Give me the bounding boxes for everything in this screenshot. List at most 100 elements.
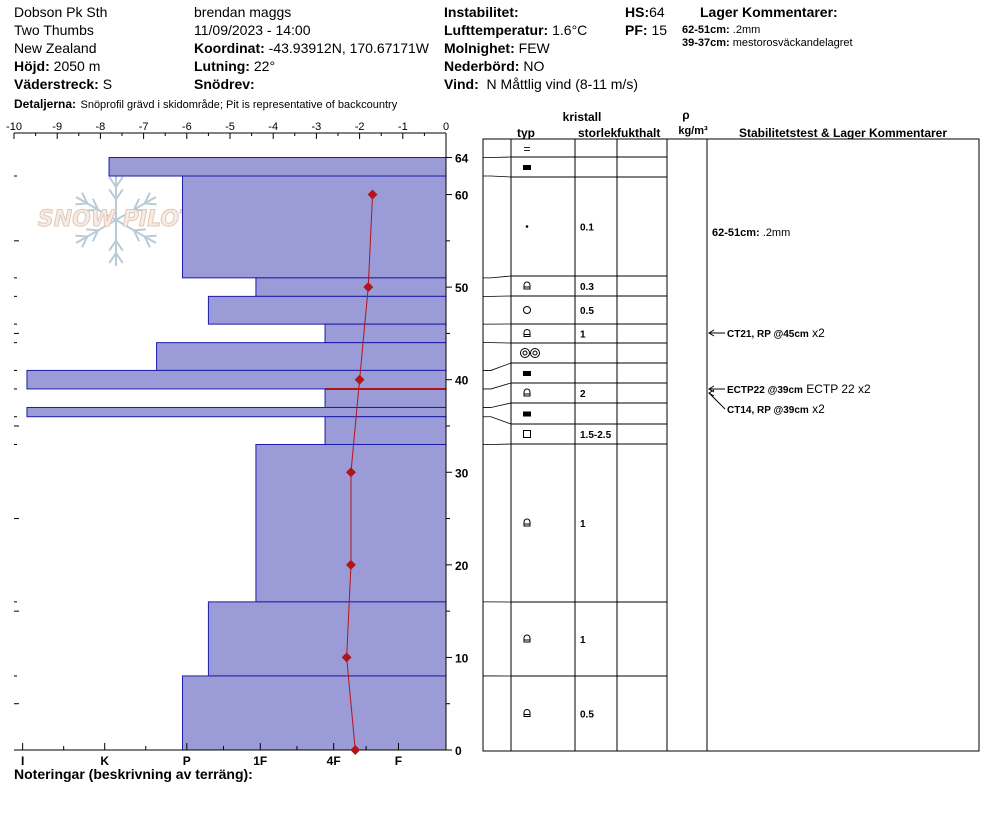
layer-connector [483,156,512,158]
header-typ: typ [517,126,535,140]
stab-comment-label: 62-51cm: [712,227,760,239]
snowflake-arm [115,219,157,244]
cloud-value: FEW [518,40,550,56]
crystal-size-8: 2 [580,389,586,400]
crystal-symbol-3 [523,281,531,290]
snowflake-branch [108,188,117,200]
notes-label: Noteringar (beskrivning av terräng): [14,766,253,782]
height-tick-label: 20 [455,559,469,573]
crystal-symbol-1 [523,165,531,170]
pf-label: PF: [625,22,648,38]
height-tick-label: 64 [455,152,469,166]
crystal-symbol-11 [523,518,531,527]
header-kristall: kristall [563,110,602,124]
temp-tick-label: -7 [139,121,149,133]
snowflake-branch [81,236,89,248]
layer-comment-2-depth: 39-37cm: [682,37,730,49]
temp-tick-label: -5 [225,121,235,133]
temp-tick-label: -3 [312,121,322,133]
hardness-bar-2 [255,277,447,297]
crystal-symbol-2 [525,225,529,228]
temperature-point [346,559,356,570]
hs-value: 64 [649,4,665,20]
hardness-tick-label: F [395,754,402,768]
pf-row: PF: 15 [625,23,667,37]
pf-value: 15 [651,22,668,38]
crystal-size-5: 1 [580,330,586,341]
snowflake-branch [144,202,157,206]
details-label: Detaljerna: [14,97,77,111]
hardness-bar-12 [181,675,447,751]
temp-tick-label: -10 [6,121,22,133]
snowflake-branch [115,252,124,264]
air-temp-row: Lufttemperatur: 1.6°C [444,23,587,37]
snowflake-arm [115,196,157,221]
instability-label: Instabilitet: [444,4,519,20]
snowflake-branch [108,240,117,252]
precip-label: Nederbörd: [444,58,520,74]
hardness-bars [26,157,447,751]
instability-row: Instabilitet: [444,5,519,19]
hardness-bar-1 [181,175,447,279]
slope-label: Lutning: [194,58,250,74]
details-row: Detaljerna: Snöprofil grävd i skidområde… [14,96,397,112]
drift-row: Snödrev: [194,77,255,91]
crystal-size-3: 0.3 [580,282,594,293]
layer-comment-1-text: .2mm [732,24,761,36]
crystal-size-13: 0.5 [580,710,594,721]
air-temp-label: Lufttemperatur: [444,22,549,38]
hardness-tick-label: 1F [253,754,267,768]
stability-arrow-head [708,389,715,397]
table-frame [482,138,980,752]
height-tick-label: 60 [455,189,469,203]
hardness-bar-7 [324,388,447,408]
hardness-tick-label: 4F [327,754,341,768]
slope-value: 22° [253,58,276,74]
snowflake-arm [75,196,117,221]
crystal-size-10: 1.5-2.5 [580,430,612,441]
header-rho: ρ [682,108,689,122]
snowflake-branch [115,188,124,200]
height-tick-label: 0 [455,744,462,758]
snowflake-branch [91,198,99,211]
wind-label: Vind: [444,76,479,92]
crystal-symbol-9 [523,411,531,417]
chart-axes: -10 -9 -8 -7 -6 -5 -4 -3 -2 -1 0I K P 1F 4F F0102030405… [6,121,469,768]
aspect-value: S [102,76,113,92]
layer-comment-2: 39-37cm: mestorosväckandelagret [682,38,853,49]
drift-label: Snödrev: [194,76,255,92]
cloud-row: Molnighet: FEW [444,41,550,55]
stability-test-label: ECTP22 @39cm [727,385,803,396]
details-value: Snöprofil grävd i skidområde; Pit is rep… [80,99,398,111]
snowflake-branch [133,228,146,232]
snowflake-arm [75,219,117,244]
hardness-bar-9 [324,416,447,445]
temperature-point [363,282,374,293]
layer-comments-title: Lager Kommentarer: [700,4,838,20]
snowflake-branch [75,234,88,238]
coordinate-row: Koordinat: -43.93912N, 170.67171W [194,41,429,55]
snowflake-branch [143,236,151,248]
stability-test-suffix: x2 [809,402,825,416]
crystal-symbol-second [530,348,540,358]
crystal-symbol-12 [523,634,531,643]
crystal-size-2: 0.1 [580,223,594,234]
layer-connector [483,175,512,178]
layer-comment-1: 62-51cm: .2mm [682,25,760,36]
stability-test-suffix: x2 [809,326,825,340]
slope-row: Lutning: 22° [194,59,275,73]
snowflake-branch [133,198,141,211]
crystal-symbol-0: = [523,142,530,156]
location-name: Dobson Pk Sth [14,4,108,20]
temperature-point [367,189,378,200]
logo-text: SNOW PILOT [38,207,196,232]
wind-value: N Måttlig vind (8-11 m/s) [486,76,638,92]
temp-tick-label: -4 [268,121,278,133]
stab-comment: 62-51cm: .2mm [712,227,790,239]
hardness-tick-label: I [21,754,24,768]
stability-arrow [708,392,726,410]
snowflake-branch [75,202,88,206]
layer-connector [483,275,512,279]
crystal-symbol-6 [520,348,530,358]
crystal-symbol-5 [523,329,531,337]
